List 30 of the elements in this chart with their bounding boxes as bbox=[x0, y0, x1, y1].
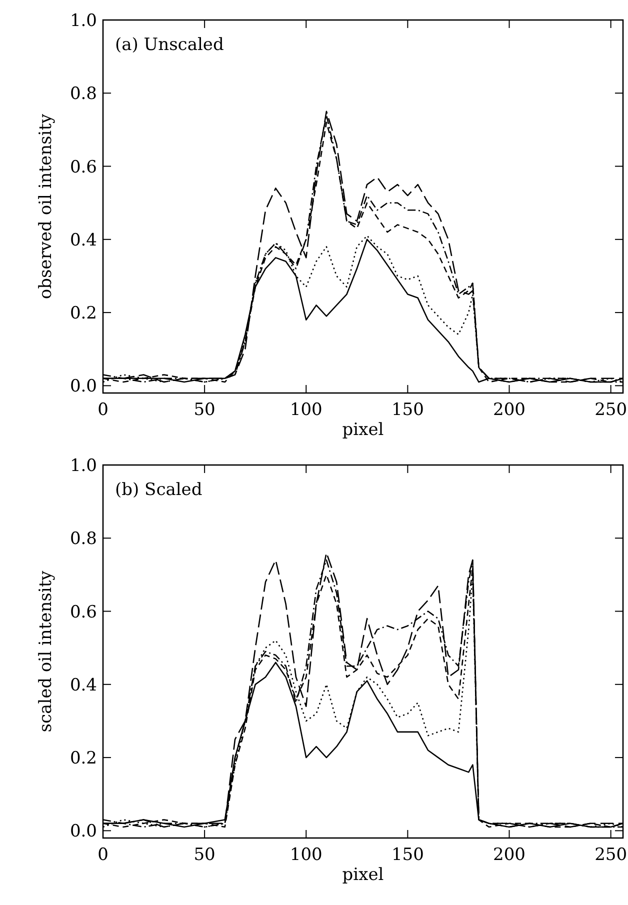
y-tick-label: 0.8 bbox=[70, 529, 97, 550]
x-axis-title: pixel bbox=[342, 865, 384, 885]
y-tick-label: 0.2 bbox=[70, 748, 97, 769]
x-axis-title: pixel bbox=[342, 420, 384, 440]
y-tick-label: 0.6 bbox=[70, 157, 97, 178]
y-tick-label: 0.6 bbox=[70, 602, 97, 622]
x-tick-label: 50 bbox=[194, 845, 216, 865]
x-tick-label: 150 bbox=[391, 845, 424, 865]
x-tick-label: 0 bbox=[98, 400, 108, 420]
y-tick-label: 0.8 bbox=[70, 84, 97, 104]
y-tick-label: 0.4 bbox=[70, 230, 97, 250]
x-tick-label: 250 bbox=[594, 845, 628, 865]
y-tick-label: 0.0 bbox=[70, 376, 97, 397]
x-tick-label: 200 bbox=[493, 845, 526, 865]
x-tick-label: 150 bbox=[391, 400, 424, 420]
x-tick-label: 100 bbox=[290, 400, 322, 420]
annotation: (a) Unscaled bbox=[115, 35, 224, 55]
x-tick-label: 0 bbox=[98, 845, 108, 865]
x-tick-label: 200 bbox=[493, 400, 526, 420]
y-tick-label: 1.0 bbox=[70, 456, 97, 476]
y-tick-label: 0.4 bbox=[70, 675, 97, 696]
annotation: (b) Scaled bbox=[115, 480, 202, 500]
x-tick-label: 100 bbox=[290, 845, 322, 865]
y-axis-title: observed oil intensity bbox=[36, 113, 56, 300]
x-tick-label: 250 bbox=[594, 400, 628, 420]
y-tick-label: 0.2 bbox=[70, 304, 97, 324]
y-axis-title: scaled oil intensity bbox=[36, 570, 56, 732]
y-tick-label: 1.0 bbox=[70, 11, 97, 31]
y-tick-label: 0.0 bbox=[70, 822, 97, 842]
x-tick-label: 50 bbox=[194, 400, 216, 420]
